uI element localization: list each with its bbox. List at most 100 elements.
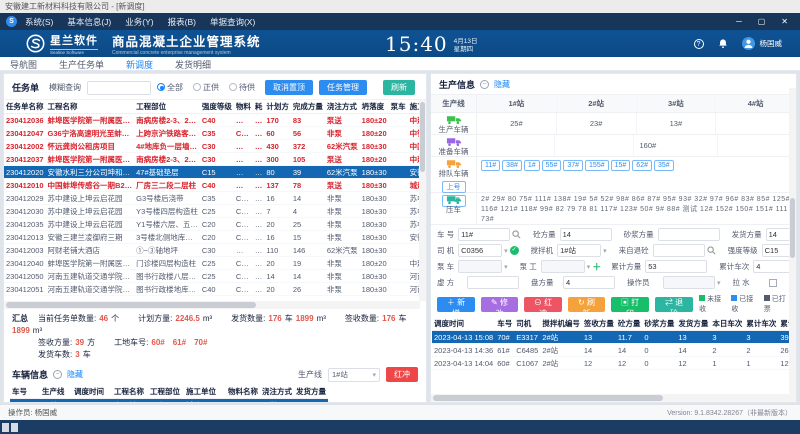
concrete-vol-input[interactable] <box>559 228 612 241</box>
menu-item[interactable]: 业务(Y) <box>125 16 154 27</box>
menu-item[interactable]: 报表(B) <box>167 16 196 27</box>
fuzzy-search-input[interactable] <box>87 80 152 95</box>
current-user[interactable]: 杨国威 <box>759 39 783 48</box>
tab-item[interactable]: 发货明细 <box>175 60 212 70</box>
queue-vehicle-tag[interactable]: 35# <box>653 160 674 171</box>
task-table-vscrollbar[interactable] <box>419 100 426 301</box>
vehicle-no-input[interactable] <box>458 228 511 241</box>
preparing-vehicle[interactable] <box>718 135 796 156</box>
table-row[interactable]: 230412047 G36宁洛高速明光至蚌… 上跨京沪铁路客… C35 C…… 60 56 非… <box>4 126 426 140</box>
close-button[interactable]: ✕ <box>781 17 788 26</box>
chevron-down-icon[interactable]: ▾ <box>504 247 508 255</box>
ship-vol-input[interactable] <box>765 228 796 241</box>
pump-worker-select[interactable] <box>540 260 585 273</box>
menu-item[interactable]: 基本信息(J) <box>67 16 112 27</box>
queue-vehicle-tag[interactable]: 55# <box>541 160 562 171</box>
total-trips-input[interactable] <box>753 260 796 273</box>
table-row[interactable]: 230412050 河南五建轨道交通学院… 图书行政楼八层… C25 C…… 14 14 非泵… <box>4 269 426 283</box>
collapse-icon[interactable]: − <box>53 370 63 379</box>
queue-vehicle-tag[interactable]: 15# <box>610 160 631 171</box>
virtual-vol-input[interactable] <box>467 276 519 289</box>
queue-vehicle-tag[interactable]: 1# <box>523 160 540 171</box>
operator-select[interactable] <box>663 276 715 289</box>
refresh-button[interactable]: ↻ 刷新 <box>568 296 605 318</box>
bell-icon[interactable] <box>718 38 728 49</box>
table-row[interactable]: 230412002 怀远龚岗公租房项目 4#地库负一层墙… C30…… 430 372 62… <box>4 139 426 153</box>
table-row[interactable]: 230412040 蚌埠医学院第一附属医… 门诊楼四层构造柱 C25 C…… 20 19 非泵… <box>4 256 426 270</box>
table-row[interactable]: 2023-04-13 14:04 60# C1067 2#站 12 12 0 12 1 1 12 <box>432 356 795 370</box>
mortar-vol-input[interactable] <box>657 228 720 241</box>
column-header: 签收方量 <box>581 317 616 331</box>
task-panel-title: 任务单 <box>12 83 40 93</box>
preparing-vehicle[interactable] <box>477 135 556 156</box>
producing-vehicle[interactable]: 25# <box>477 113 557 134</box>
preparing-vehicle[interactable] <box>555 135 634 156</box>
task-table-hscrollbar[interactable] <box>4 301 420 309</box>
pump-truck-select[interactable] <box>458 260 503 273</box>
radio-waiting[interactable]: 待供 <box>229 82 259 93</box>
preparing-vehicle[interactable]: 160# <box>634 135 718 156</box>
tab-item[interactable]: 导航图 <box>10 60 38 70</box>
table-row[interactable]: 230412010 中国蚌埠传感谷一期B2… 厂房三二段二层柱 C40…… 137 78 泵… <box>4 178 426 192</box>
table-row[interactable]: 230412035 苏中建设上坤云启花园 Y1号楼六层、五… C20 C…… 20 25 非泵… <box>4 217 426 231</box>
table-row[interactable]: 230412030 苏中建设上坤云启花园 Y3号楼四层构造柱 C25 C…… 7 4 非泵 18… <box>4 204 426 218</box>
add-pump-worker-icon[interactable]: ＋ <box>592 262 602 272</box>
radio-all[interactable]: 全部 <box>157 82 187 93</box>
queue-vehicle-tag[interactable]: 11# <box>481 160 501 171</box>
table-row[interactable]: 230412020 安徽水利三分公司坤和… 47#基础垫层 C15…… 80 39 62米汽… <box>4 165 426 179</box>
table-row[interactable]: 230412029 苏中建设上坤云启花园 G3号楼后浇带 C35 C…… 16 14 非泵 18… <box>4 191 426 205</box>
strength-grade-input[interactable] <box>761 244 796 257</box>
hongchong-button[interactable]: ⊖ 红冲 <box>523 296 563 318</box>
line-select[interactable]: 1#站 ▾ <box>328 367 380 382</box>
chevron-down-icon[interactable]: ▾ <box>603 247 607 255</box>
table-row[interactable]: 2023-04-13 15:08 70# E3317 2#站 13 11.7 0 13 3 3 39 <box>432 330 795 344</box>
menu-item[interactable]: 系统(S) <box>25 16 54 27</box>
mixer-select[interactable] <box>557 244 602 257</box>
help-icon[interactable]: ? <box>693 38 704 49</box>
hide-link[interactable]: 隐藏 <box>494 80 511 89</box>
search-icon[interactable] <box>512 230 521 239</box>
queue-vehicle-tag[interactable]: 37# <box>563 160 584 171</box>
production-panel-vscrollbar[interactable] <box>789 88 796 402</box>
search-icon[interactable] <box>706 246 716 255</box>
chevron-down-icon[interactable]: ▾ <box>504 263 508 271</box>
queue-up-button[interactable]: 上号 <box>441 181 466 193</box>
queue-vehicle-tag[interactable]: 155# <box>585 160 609 171</box>
cancel-top-button[interactable]: 取消置顶 <box>265 80 314 95</box>
production-panel-hscrollbar[interactable] <box>431 394 789 402</box>
maximize-button[interactable]: ▢ <box>757 17 766 26</box>
table-row[interactable]: 230412037 蚌埠医学院第一附属医… 南病房楼2-3、2… C30…… 300 10… <box>4 152 426 166</box>
add-button[interactable]: ＋ 新增 <box>437 296 476 318</box>
producing-vehicle[interactable]: 23# <box>557 113 637 134</box>
queue-vehicle-tag[interactable]: 38# <box>502 160 522 171</box>
minimize-button[interactable]: ─ <box>736 17 742 26</box>
collapse-icon[interactable]: − <box>480 80 490 89</box>
edit-button[interactable]: ✎ 修改 <box>481 296 518 318</box>
chevron-down-icon[interactable]: ▾ <box>717 279 721 287</box>
hide-link[interactable]: 隐藏 <box>67 370 84 379</box>
radio-supplying[interactable]: 正供 <box>193 82 223 93</box>
chevron-down-icon[interactable]: ▾ <box>586 263 591 271</box>
table-row[interactable]: 56#1#站2023-0…中国蚌…厂房三…城建公司C40泵送10 <box>10 398 328 402</box>
total-vol-input[interactable] <box>645 260 708 273</box>
driver-select[interactable] <box>458 244 503 257</box>
producing-vehicle[interactable]: 13# <box>637 113 717 134</box>
task-manage-button[interactable]: 任务管理 <box>319 80 368 95</box>
print-button[interactable]: ▣ 打印 <box>610 296 650 318</box>
menu-item[interactable]: 单据查询(X) <box>209 16 256 27</box>
table-row[interactable]: 2023-04-13 14:36 61# C6485 2#站 14 14 0 14 2 2 26 <box>432 343 795 357</box>
return-concrete-button[interactable]: ⇄ 退砼 <box>655 296 694 318</box>
avatar[interactable] <box>741 37 755 50</box>
hongchong-button[interactable]: 红冲 <box>386 367 418 382</box>
queue-vehicle-tag[interactable]: 62# <box>632 160 652 171</box>
refresh-button[interactable]: 刷新 <box>383 80 416 95</box>
pull-water-checkbox[interactable] <box>768 278 777 287</box>
table-row[interactable]: 230412051 河南五建轨道交通学院… 图书行政楼地库… C40 C…… 20 26 非泵… <box>4 282 426 296</box>
tab-item[interactable]: 生产任务单 <box>59 60 105 70</box>
producing-vehicle[interactable] <box>716 113 796 134</box>
table-row[interactable]: 230412036 蚌埠医学院第一附属医… 南病房楼2-3、2… C40…… 170 83… <box>4 113 426 127</box>
table-row[interactable]: 230412013 安徽三建兰凌御府三期 3号楼北侧地库… C20 C…… 16 15 非泵 1… <box>4 230 426 244</box>
batch-vol-input[interactable] <box>563 276 615 289</box>
returned-concrete-input[interactable] <box>652 244 705 257</box>
table-row[interactable]: 230412003 阿财老铺大酒店 ①~③轴地坪 C30…… 110 146 62米汽泵 18… <box>4 243 426 257</box>
